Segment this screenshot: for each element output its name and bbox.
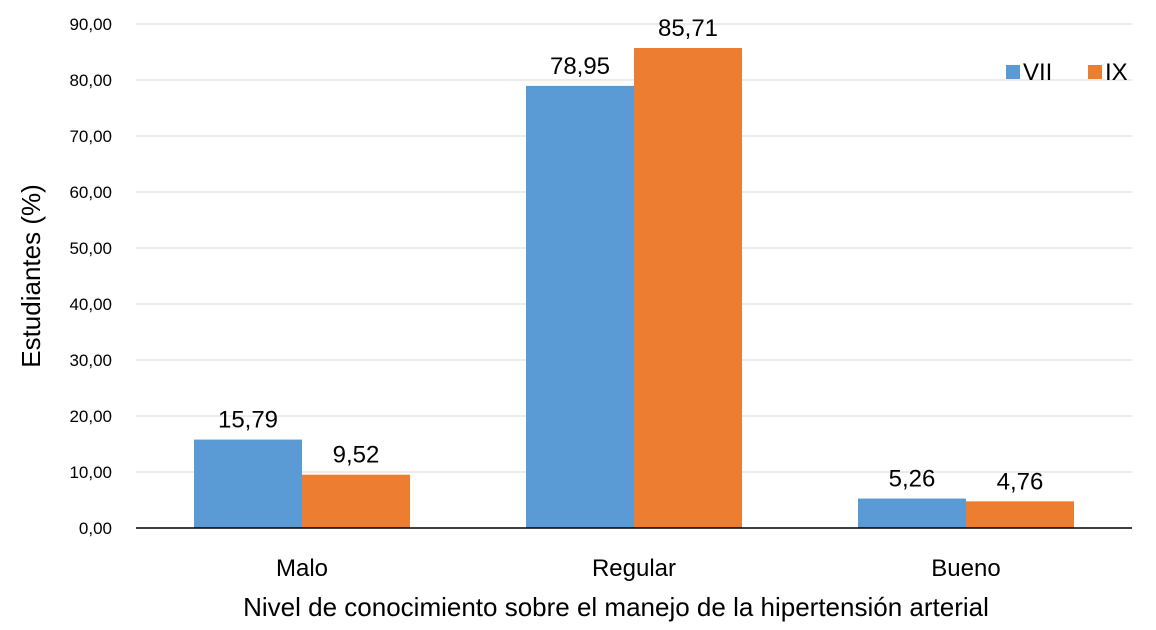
x-axis-category-labels: Malo Regular Bueno [276,555,1001,582]
y-axis-tick-labels: 0,00 10,00 20,00 30,00 40,00 50,00 60,00 70,00 8… [69,15,112,538]
x-tick-label: Regular [592,555,676,582]
y-tick-label: 20,00 [69,407,112,426]
data-label: 9,52 [333,442,380,469]
legend-swatch-vii [1006,65,1020,79]
data-label: 4,76 [997,468,1044,495]
bar-ix-regular [634,48,742,529]
data-label: 15,79 [218,407,278,434]
bars [194,48,1074,529]
y-tick-label: 80,00 [69,71,112,90]
x-tick-label: Malo [276,555,328,582]
data-label: 85,71 [658,15,718,42]
x-tick-label: Bueno [931,555,1000,582]
y-tick-label: 70,00 [69,127,112,146]
y-tick-label: 60,00 [69,183,112,202]
y-tick-label: 0,00 [79,519,112,538]
y-tick-label: 90,00 [69,15,112,34]
bar-vii-regular [526,85,634,528]
legend-swatch-ix [1088,65,1102,79]
y-tick-label: 50,00 [69,239,112,258]
y-tick-label: 30,00 [69,351,112,370]
bar-vii-bueno [858,498,966,528]
bar-ix-bueno [966,501,1074,528]
legend-label-vii: VII [1023,59,1052,86]
x-axis-title: Nivel de conocimiento sobre el manejo de… [243,592,989,622]
legend: VII IX [1006,59,1128,86]
legend-label-ix: IX [1105,59,1128,86]
data-label: 5,26 [889,466,936,493]
y-axis-title: Estudiantes (%) [16,184,46,368]
bar-vii-malo [194,439,302,528]
data-labels: 15,79 9,52 78,95 85,71 5,26 4,76 [218,15,1043,495]
y-tick-label: 40,00 [69,295,112,314]
data-label: 78,95 [550,53,610,80]
y-tick-label: 10,00 [69,463,112,482]
bar-ix-malo [302,474,410,528]
